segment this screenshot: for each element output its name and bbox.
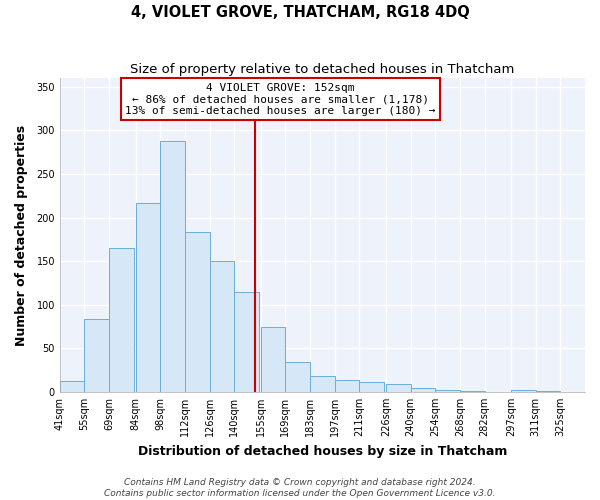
Bar <box>536 391 560 392</box>
Bar <box>160 141 185 392</box>
Text: Contains HM Land Registry data © Crown copyright and database right 2024.
Contai: Contains HM Land Registry data © Crown c… <box>104 478 496 498</box>
Bar <box>234 292 259 392</box>
Text: 4 VIOLET GROVE: 152sqm
← 86% of detached houses are smaller (1,178)
13% of semi-: 4 VIOLET GROVE: 152sqm ← 86% of detached… <box>125 83 436 116</box>
Bar <box>261 326 286 392</box>
Title: Size of property relative to detached houses in Thatcham: Size of property relative to detached ho… <box>130 62 515 76</box>
Bar <box>85 318 109 392</box>
Bar <box>511 390 536 392</box>
Bar <box>60 382 85 392</box>
Bar <box>435 390 460 392</box>
Bar <box>209 261 234 392</box>
Bar <box>386 384 410 392</box>
Bar <box>310 376 335 392</box>
Bar <box>286 362 310 392</box>
Bar <box>185 232 209 392</box>
Bar <box>109 248 134 392</box>
X-axis label: Distribution of detached houses by size in Thatcham: Distribution of detached houses by size … <box>138 444 507 458</box>
Text: 4, VIOLET GROVE, THATCHAM, RG18 4DQ: 4, VIOLET GROVE, THATCHAM, RG18 4DQ <box>131 5 469 20</box>
Bar <box>359 382 384 392</box>
Bar <box>335 380 359 392</box>
Y-axis label: Number of detached properties: Number of detached properties <box>15 124 28 346</box>
Bar <box>460 391 485 392</box>
Bar <box>410 388 435 392</box>
Bar <box>136 202 160 392</box>
